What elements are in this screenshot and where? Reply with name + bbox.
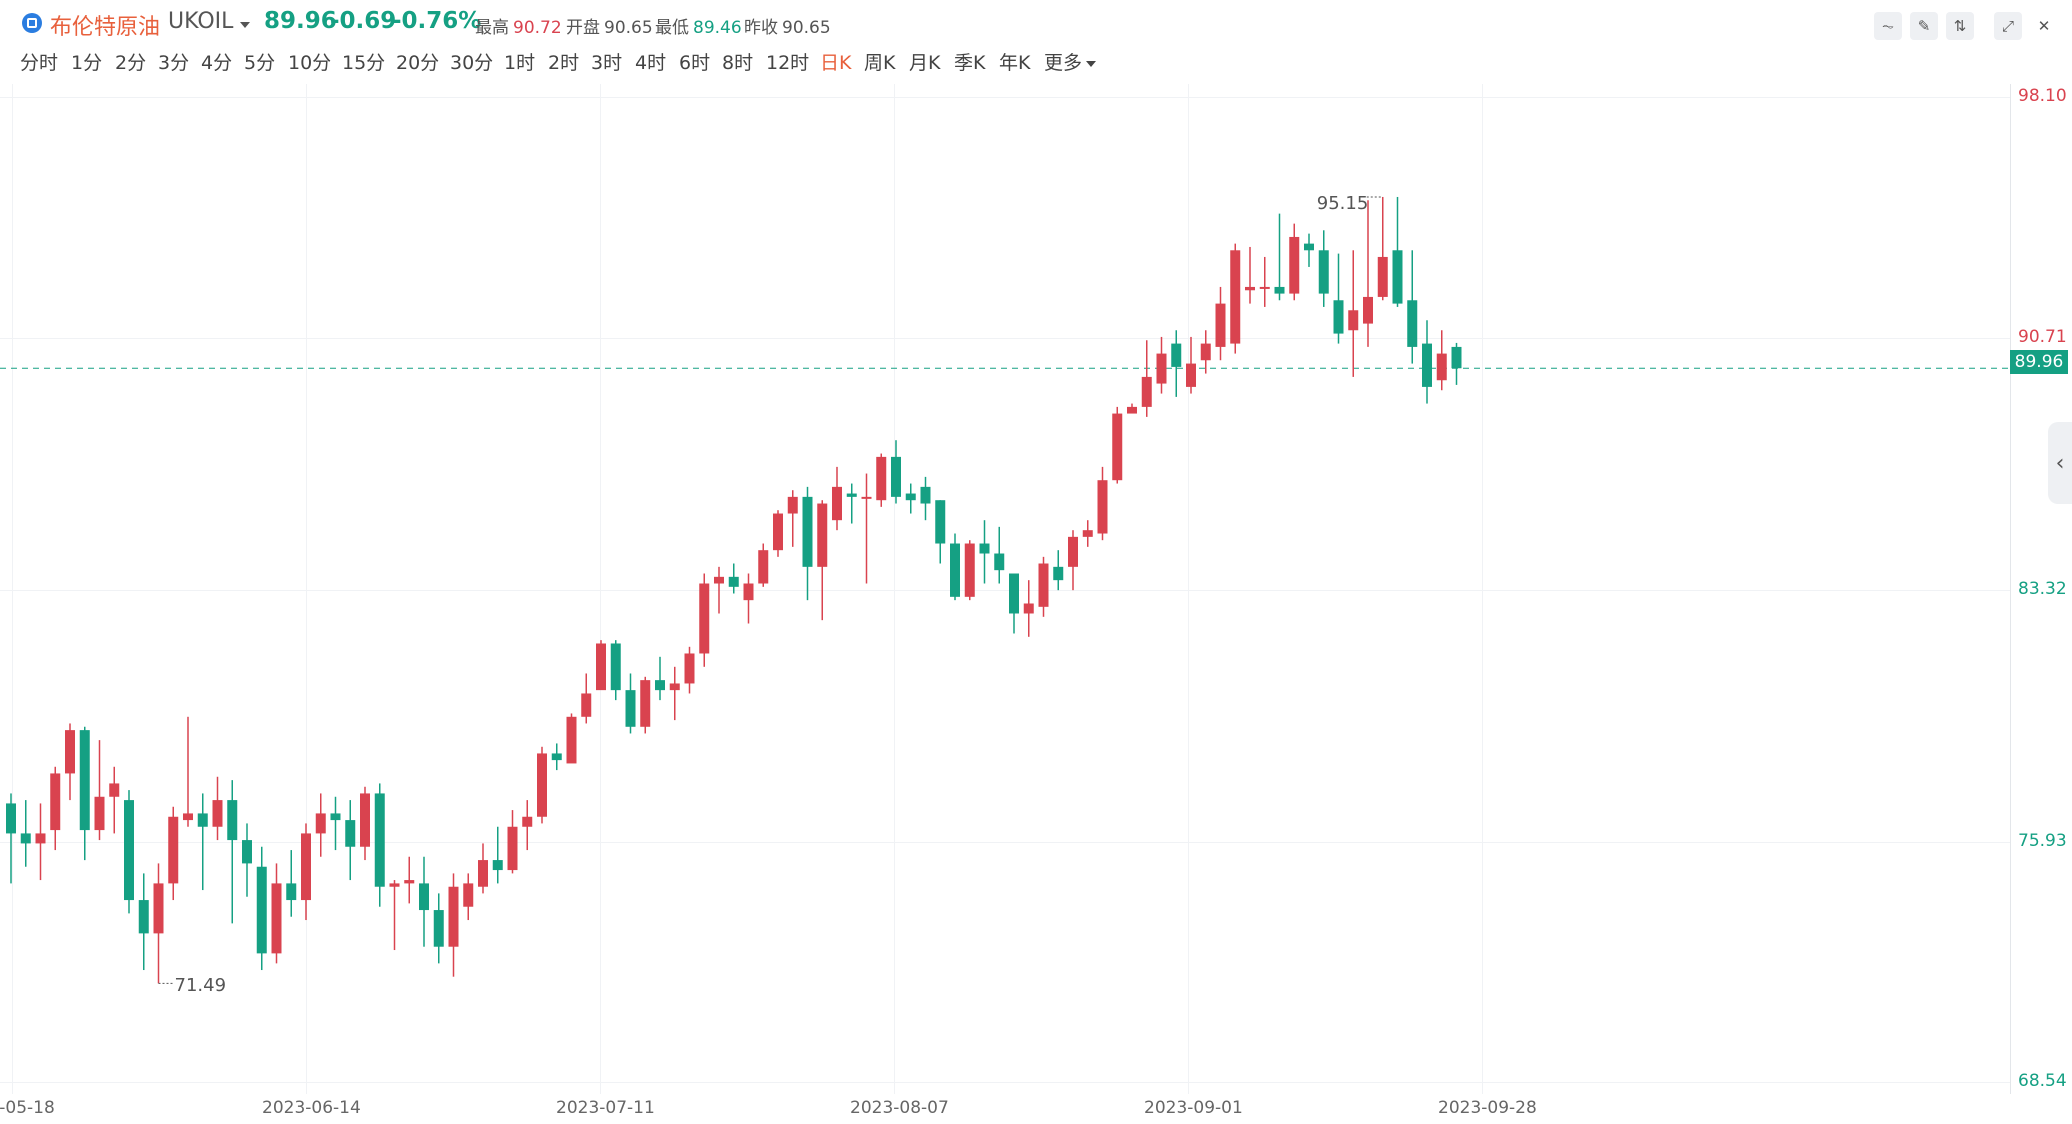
- chevron-left-icon: ‹: [2055, 450, 2065, 476]
- period-tab[interactable]: 3时: [591, 52, 623, 74]
- period-tab[interactable]: 月K: [909, 52, 941, 74]
- gridline: [600, 84, 601, 1094]
- period-tab[interactable]: 20分: [396, 52, 440, 74]
- y-tick-label: 90.71: [2018, 327, 2067, 347]
- candle-style-icon[interactable]: ⇅: [1946, 12, 1974, 40]
- chart-plot-area[interactable]: [0, 84, 2011, 1094]
- header: 布伦特原油 UKOIL 89.96 -0.69 -0.76% 最高 90.72 开…: [0, 0, 2072, 46]
- gridline: [0, 590, 2010, 591]
- period-tab[interactable]: 4时: [635, 52, 667, 74]
- x-tick-label: 2023-06-14: [262, 1098, 361, 1118]
- gridline: [0, 338, 2010, 339]
- gridline: [1482, 84, 1483, 1094]
- gridline: [0, 842, 2010, 843]
- gridline: [0, 1082, 2010, 1083]
- stat-high: 最高 90.72: [475, 18, 562, 38]
- price-change: -0.69: [330, 8, 397, 34]
- draw-icon[interactable]: ✎: [1910, 12, 1938, 40]
- last-price-tag: 89.96: [2010, 350, 2068, 374]
- period-tab[interactable]: 季K: [954, 52, 986, 74]
- stat-open: 开盘 90.65: [566, 18, 653, 38]
- indicator-icon[interactable]: ⏦: [1874, 12, 1902, 40]
- period-tab[interactable]: 8时: [722, 52, 754, 74]
- gridline: [1188, 84, 1189, 1094]
- x-tick-label: 2023-08-07: [850, 1098, 949, 1118]
- fullscreen-icon[interactable]: ⤢: [1994, 12, 2022, 40]
- period-tab[interactable]: 3分: [158, 52, 190, 74]
- period-tab[interactable]: 年K: [999, 52, 1031, 74]
- y-tick-label: 83.32: [2018, 579, 2067, 599]
- symbol-code[interactable]: UKOIL: [168, 9, 234, 34]
- more-periods-dropdown[interactable]: 更多: [1044, 48, 1097, 75]
- symbol-dropdown-chevron-icon[interactable]: [240, 22, 250, 28]
- period-tab[interactable]: 6时: [679, 52, 711, 74]
- period-tabs: 分时 1分 2分 3分 4分 5分 10分 15分 20分 30分 1时 2时 …: [0, 46, 1200, 76]
- period-tab[interactable]: 周K: [864, 52, 896, 74]
- period-tab[interactable]: 12时: [766, 52, 810, 74]
- gridline: [12, 84, 13, 1094]
- gridline: [306, 84, 307, 1094]
- x-tick-label: 2023-09-01: [1144, 1098, 1243, 1118]
- stat-low: 最低 89.46: [655, 18, 742, 38]
- y-tick-label: 75.93: [2018, 831, 2067, 851]
- period-tab[interactable]: 15分: [342, 52, 386, 74]
- low-price-annotation: 71.49: [174, 975, 227, 997]
- chevron-down-icon: [1086, 60, 1097, 67]
- period-tab[interactable]: 5分: [244, 52, 276, 74]
- close-icon[interactable]: ✕: [2037, 17, 2051, 35]
- period-tab[interactable]: 2分: [115, 52, 147, 74]
- y-tick-label: 98.10: [2018, 86, 2067, 106]
- period-tab[interactable]: 分时: [20, 52, 59, 74]
- period-tab[interactable]: 10分: [288, 52, 332, 74]
- gridline: [894, 84, 895, 1094]
- period-tab-active[interactable]: 日K: [820, 52, 852, 74]
- stat-prev-close: 昨收 90.65: [744, 18, 831, 38]
- period-tab[interactable]: 4分: [201, 52, 233, 74]
- period-tab[interactable]: 30分: [450, 52, 494, 74]
- high-price-annotation: 95.15: [1316, 192, 1369, 214]
- y-tick-label: 68.54: [2018, 1071, 2067, 1091]
- price-change-percent: -0.76%: [392, 8, 482, 34]
- last-price: 89.96: [264, 8, 337, 34]
- side-panel-toggle[interactable]: ‹: [2048, 422, 2072, 504]
- symbol-logo-icon: [22, 13, 42, 33]
- x-tick-label: 2023-05-18: [0, 1098, 55, 1118]
- x-tick-label: 2023-09-28: [1438, 1098, 1537, 1118]
- gridline: [0, 97, 2010, 98]
- symbol-name[interactable]: 布伦特原油: [50, 15, 161, 40]
- x-tick-label: 2023-07-11: [556, 1098, 655, 1118]
- period-tab[interactable]: 1分: [71, 52, 103, 74]
- period-tab[interactable]: 2时: [548, 52, 580, 74]
- period-tab[interactable]: 1时: [504, 52, 536, 74]
